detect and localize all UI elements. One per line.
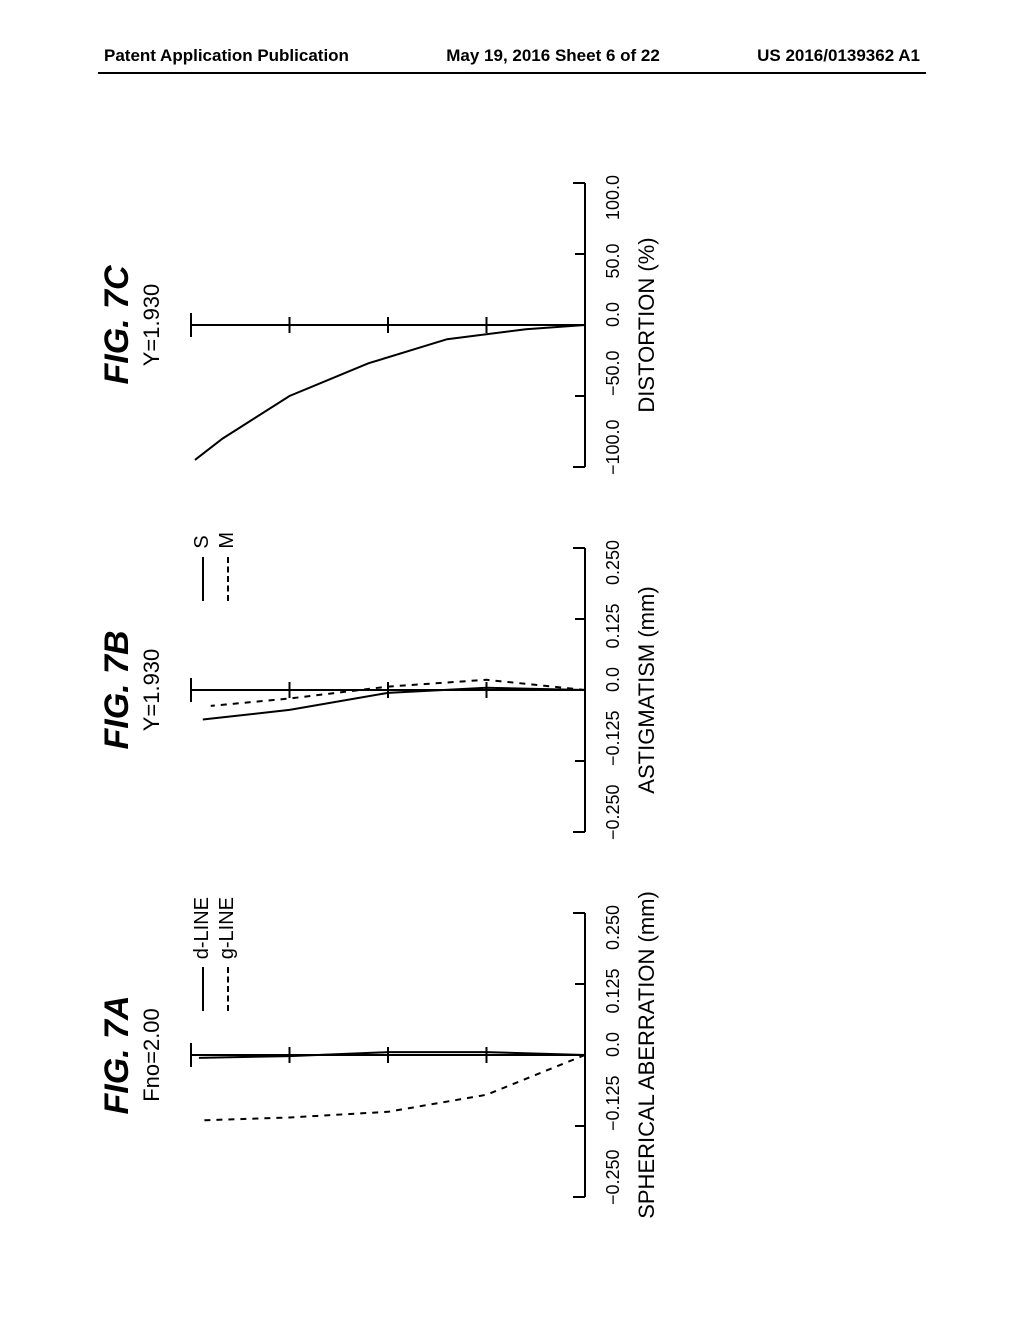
legend-row: M (216, 532, 239, 601)
tick-label: 0.0 (603, 302, 624, 327)
tick-label: 0.250 (603, 540, 624, 585)
legend-line-icon (202, 967, 204, 1011)
header-center: May 19, 2016 Sheet 6 of 22 (446, 46, 660, 66)
fig-7c-subtitle: Y=1.930 (139, 284, 165, 367)
legend-row: S (191, 532, 214, 601)
fig-7b-axis-label: ASTIGMATISM (mm) (634, 586, 660, 793)
fig-7a-subtitle: Fno=2.00 (139, 1008, 165, 1102)
panel-fig-7a: FIG. 7A Fno=2.00 d-LINEg-LINE −0.250 −0.1… (98, 890, 660, 1220)
fig-7c-axis-label: DISTORTION (%) (634, 237, 660, 412)
legend-line-icon (227, 557, 229, 601)
tick-label: −0.125 (603, 710, 624, 766)
fig-7b-title: FIG. 7B (98, 630, 137, 749)
legend-label: M (216, 532, 239, 549)
legend-label: S (191, 535, 214, 548)
fig-7b-xticks: −0.250 −0.125 0.0 0.125 0.250 (603, 540, 624, 840)
fig-7b-subtitle: Y=1.930 (139, 649, 165, 732)
panel-fig-7b: FIG. 7B Y=1.930 SM −0.250 −0.125 0.0 0.125 0… (98, 525, 660, 855)
tick-label: −0.125 (603, 1075, 624, 1131)
tick-label: 0.0 (603, 1032, 624, 1057)
page-header: Patent Application Publication May 19, 2… (0, 46, 1024, 66)
fig-7c-title: FIG. 7C (98, 265, 137, 384)
fig-7b-legend: SM (191, 532, 241, 601)
panel-fig-7c: FIG. 7C Y=1.930 −100.0−50.00.050.0100.0 … (98, 160, 660, 490)
fig-7c-xticks: −100.0 −50.0 0.0 50.0 100.0 (603, 175, 624, 475)
legend-label: g-LINE (216, 897, 239, 959)
tick-label: 0.125 (603, 968, 624, 1013)
header-rule (98, 72, 926, 74)
fig-7a-title: FIG. 7A (98, 995, 137, 1114)
legend-line-icon (227, 967, 229, 1011)
tick-label: −100.0 (603, 419, 624, 475)
legend-row: d-LINE (191, 897, 214, 1011)
tick-label: −0.250 (603, 784, 624, 840)
fig-7a-plot-wrap: d-LINEg-LINE (171, 905, 601, 1205)
header-right: US 2016/0139362 A1 (757, 46, 920, 66)
legend-row: g-LINE (216, 897, 239, 1011)
tick-label: 50.0 (603, 244, 624, 279)
tick-label: 100.0 (603, 175, 624, 220)
fig-7c-plot (171, 175, 601, 475)
tick-label: 0.125 (603, 603, 624, 648)
fig-7c-plot-wrap (171, 175, 601, 475)
tick-label: 0.0 (603, 667, 624, 692)
fig-7b-plot-wrap: SM (171, 540, 601, 840)
fig-7a-xticks: −0.250 −0.125 0.0 0.125 0.250 (603, 905, 624, 1205)
legend-label: d-LINE (191, 897, 214, 959)
fig-7a-legend: d-LINEg-LINE (191, 897, 241, 1011)
fig-7a-axis-label: SPHERICAL ABERRATION (mm) (634, 891, 660, 1219)
tick-label: −0.250 (603, 1149, 624, 1205)
header-left: Patent Application Publication (104, 46, 349, 66)
figure-rotated-group: FIG. 7A Fno=2.00 d-LINEg-LINE −0.250 −0.1… (98, 160, 918, 1220)
tick-label: −50.0 (603, 350, 624, 396)
figure-panels: FIG. 7A Fno=2.00 d-LINEg-LINE −0.250 −0.1… (98, 160, 660, 1220)
legend-line-icon (202, 557, 204, 601)
figure-area: FIG. 7A Fno=2.00 d-LINEg-LINE −0.250 −0.1… (98, 160, 926, 1240)
tick-label: 0.250 (603, 905, 624, 950)
